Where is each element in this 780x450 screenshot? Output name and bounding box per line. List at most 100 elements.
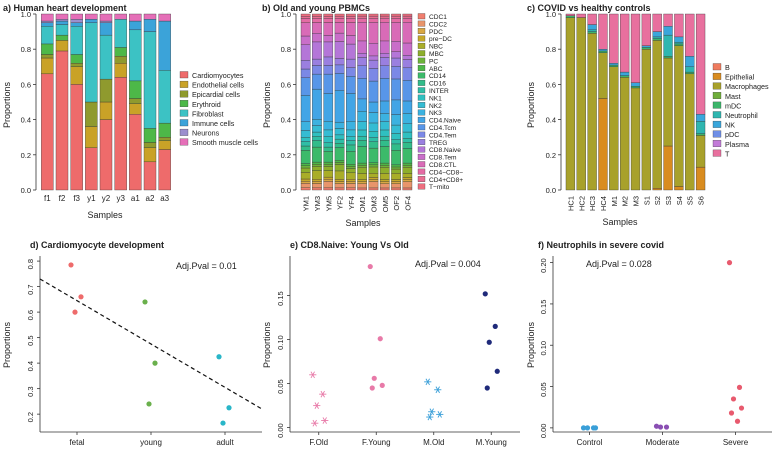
bar-segment [391,124,401,134]
bar-segment [357,183,367,189]
bar-segment [391,57,401,67]
bar-segment [300,68,311,78]
bar-segment [323,164,334,167]
y-tick-label: 0.0 [21,186,31,195]
bar-segment [598,13,608,50]
data-point [726,260,733,266]
x-tick-label: M.Young [476,438,507,447]
bar-segment [379,183,390,189]
legend-label: CD4+CD8+ [429,177,463,184]
star-stroke [435,386,440,394]
bar-segment [312,170,322,180]
data-point-star [434,386,442,394]
bar-segment [158,140,171,150]
legend-swatch [712,149,722,157]
star-stroke [427,413,432,421]
legend-label: PDC [429,29,443,36]
bar-segment [402,162,413,166]
bar-segment [368,80,379,103]
bar-segment [334,170,345,180]
y-tick-label: 0.8 [281,45,291,54]
bar-segment [357,162,367,166]
bar-segment [565,17,576,191]
legend-swatch [712,63,722,71]
bar-segment [346,140,356,146]
panel-e-annotation: Adj.Pval = 0.004 [415,259,481,269]
bar-segment [41,22,54,27]
y-tick-label: 0.5 [26,335,35,345]
bar-segment [402,148,413,164]
bar-segment [379,121,390,131]
bar-segment [368,101,379,113]
bar-segment [598,49,608,52]
panel-e-title: e) CD8.Naive: Young Vs Old [290,240,409,250]
bar-segment [391,133,401,140]
bar-segment [99,20,113,23]
bar-segment [652,40,662,189]
bar-segment [368,173,379,178]
bar-segment [312,58,322,66]
x-tick-label: F.Old [309,438,328,447]
legend-label: Macrophages [725,82,769,91]
legend-label: MBC [429,51,444,58]
x-tick-label: y1 [87,194,96,203]
x-tick-label: YM1 [302,196,311,211]
bar-segment [402,167,413,174]
bar-segment [402,22,413,44]
y-tick-label: 0.05 [539,382,548,397]
bar-segment [323,181,334,189]
bar-segment [663,34,673,57]
data-point [152,360,158,366]
legend-label: ABC [429,66,443,73]
bar-segment [85,147,98,191]
legend-swatch [417,131,426,138]
y-tick-label: 0.6 [281,80,291,89]
bar-segment [334,147,345,161]
data-point [736,384,743,390]
bar-segment [402,113,413,124]
legend-swatch [417,176,426,182]
x-tick-label: M1 [610,196,619,206]
bar-segment [402,164,413,168]
panel-c-title: c) COVID vs healthy controls [527,3,651,13]
x-tick-label: OM5 [381,196,390,212]
bar-segment [323,35,334,43]
legend-swatch [417,153,426,160]
legend-label: CDC1 [429,14,447,21]
x-tick-label: F.Young [362,438,391,447]
data-point [494,368,500,374]
star-stroke [425,378,430,386]
panel-c-xlabel: Samples [602,217,638,227]
data-point [592,425,599,431]
legend-swatch [712,140,722,147]
legend-swatch [417,13,426,20]
legend-label: Neurons [192,129,220,138]
bar-segment [334,32,345,42]
x-tick-label: adult [216,438,234,447]
bar-segment [323,146,334,152]
bar-segment [55,50,69,191]
bar-segment [143,147,157,163]
bar-segment [674,43,684,46]
bar-segment [312,118,322,126]
data-point [484,385,490,391]
legend-label: CD4.Naive [429,118,461,125]
bar-segment [334,138,345,144]
bar-segment [323,136,334,143]
bar-segment [300,187,311,191]
legend-swatch [179,80,189,88]
bar-segment [402,181,413,189]
data-point [580,425,587,431]
bar-segment [300,13,311,17]
bar-segment [55,20,69,25]
bar-segment [652,38,662,41]
y-tick-label: 1.0 [546,10,556,19]
bar-segment [379,140,390,147]
bar-segment [379,53,390,58]
bar-segment [41,57,54,75]
bar-segment [391,181,401,184]
data-point [367,263,373,270]
bar-segment [334,22,345,34]
bar-segment [346,22,356,36]
bar-segment [312,164,322,167]
